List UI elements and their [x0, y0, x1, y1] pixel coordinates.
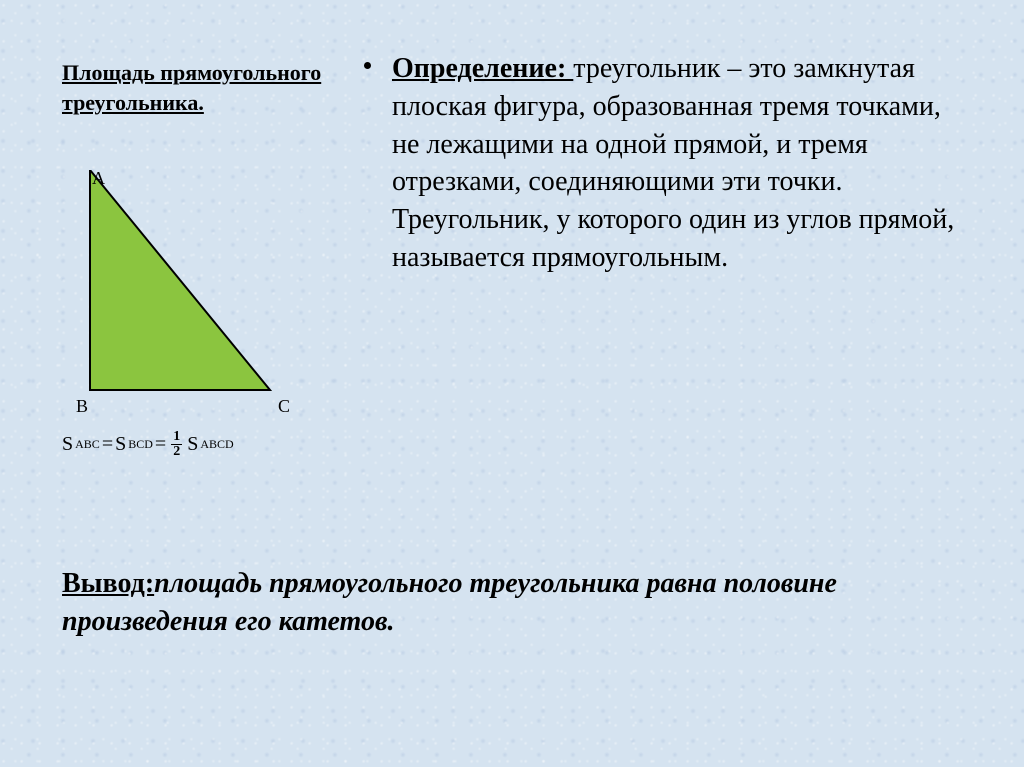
area-formula: SABC = SBCD = 1 2 SABCD	[62, 430, 234, 459]
definition-term: Определение:	[392, 53, 573, 84]
formula-fraction: 1 2	[171, 430, 182, 459]
formula-S3: S	[187, 433, 198, 456]
conclusion-text: площадь прямоугольного треугольника равн…	[62, 568, 837, 637]
vertex-label-a: A	[92, 168, 105, 189]
formula-eq1: =	[102, 433, 113, 456]
formula-sub1: ABC	[75, 437, 100, 452]
formula-S1: S	[62, 433, 73, 456]
conclusion-term: Вывод:	[62, 568, 154, 599]
formula-sub2: BCD	[128, 437, 153, 452]
formula-sub3: ABCD	[200, 437, 233, 452]
slide-content: Площадь прямоугольного треугольника. A B…	[0, 0, 1024, 767]
fraction-numerator: 1	[171, 430, 182, 445]
fraction-denominator: 2	[171, 445, 182, 459]
triangle-svg	[70, 170, 290, 400]
bullet-icon	[364, 62, 371, 69]
vertex-label-b: B	[76, 396, 88, 417]
formula-eq2: =	[155, 433, 166, 456]
triangle-figure	[70, 170, 290, 405]
formula-S2: S	[115, 433, 126, 456]
definition-block: Определение: треугольник – это замкнутая…	[392, 50, 972, 277]
conclusion-block: Вывод:площадь прямоугольного треугольник…	[62, 565, 962, 641]
left-title: Площадь прямоугольного треугольника.	[62, 58, 322, 117]
definition-text: треугольник – это замкнутая плоская фигу…	[392, 53, 954, 273]
vertex-label-c: C	[278, 396, 290, 417]
